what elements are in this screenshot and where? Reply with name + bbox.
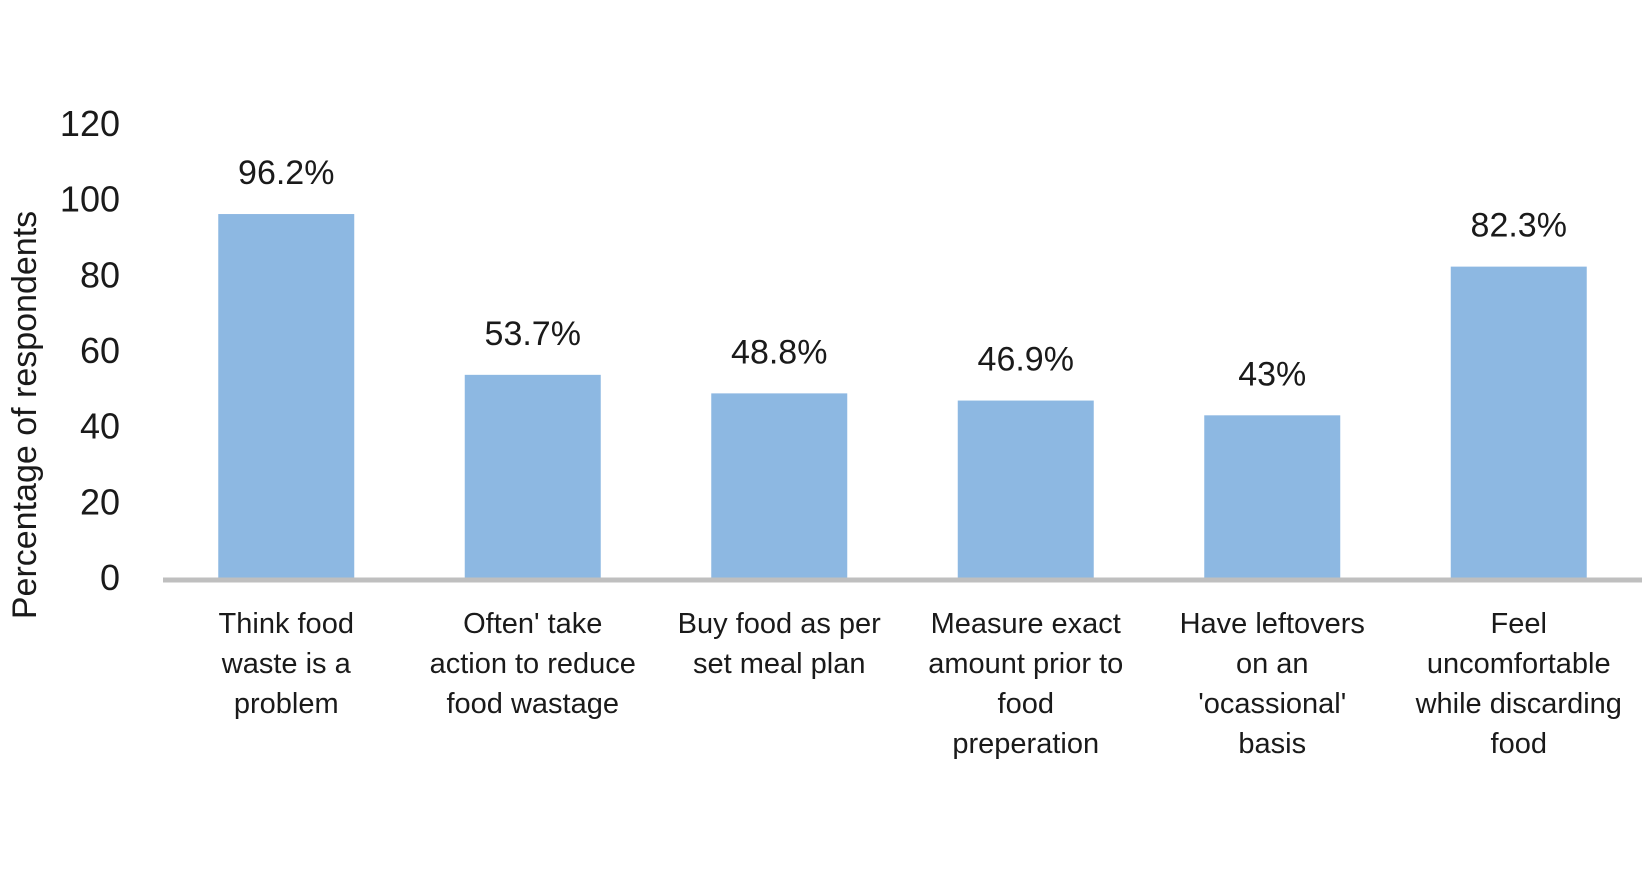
x-tick-label-line: food xyxy=(998,688,1054,720)
y-tick-label: 60 xyxy=(80,330,120,371)
data-label: 96.2% xyxy=(238,154,334,192)
x-tick-label-line: basis xyxy=(1238,728,1306,760)
x-tick-label-line: food wastage xyxy=(446,688,619,720)
x-tick-label-line: Feel xyxy=(1491,608,1547,640)
y-tick-label: 120 xyxy=(60,103,120,144)
data-label: 46.9% xyxy=(978,341,1074,379)
bar xyxy=(464,374,601,578)
x-tick-label: Buy food as per set meal plan xyxy=(678,608,881,680)
x-tick-label-line: Think food xyxy=(219,608,354,640)
x-tick-label: Feel uncomfortable while discarding food xyxy=(1415,608,1622,760)
bar xyxy=(218,214,355,578)
bar xyxy=(957,400,1094,578)
bar xyxy=(1204,415,1341,578)
y-tick-label: 0 xyxy=(100,557,120,598)
x-tick-label-line: food xyxy=(1491,728,1547,760)
y-tick-label: 80 xyxy=(80,254,120,295)
bar xyxy=(711,393,848,578)
x-tick-label-line: amount prior to xyxy=(928,648,1123,680)
y-axis-label: Percentage of respondents xyxy=(6,211,44,619)
x-tick-label-line: preperation xyxy=(952,728,1099,760)
data-label: 43% xyxy=(1238,355,1306,393)
x-tick-label-line: action to reduce xyxy=(430,648,636,680)
x-tick-label: Think food waste is a problem xyxy=(219,608,354,720)
x-tick-label-line: 'ocassional' xyxy=(1198,688,1346,720)
x-tick-label-line: Buy food as per xyxy=(678,608,881,640)
x-tick-label-line: while discarding xyxy=(1415,688,1622,720)
x-tick-label: Often' take action to reduce food wastage xyxy=(430,608,636,720)
x-tick-label-line: problem xyxy=(234,688,339,720)
x-tick-label-line: uncomfortable xyxy=(1427,648,1611,680)
bar xyxy=(1450,266,1587,578)
x-tick-label-line: on an xyxy=(1236,648,1309,680)
x-tick-label-line: waste is a xyxy=(221,648,352,680)
x-tick-label-line: Have leftovers xyxy=(1180,608,1365,640)
y-tick-label: 100 xyxy=(60,179,120,220)
y-tick-label: 40 xyxy=(80,406,120,447)
y-tick-label: 20 xyxy=(80,481,120,522)
x-tick-label-line: Measure exact xyxy=(931,608,1121,640)
x-tick-label-line: set meal plan xyxy=(693,648,866,680)
data-label: 82.3% xyxy=(1471,207,1567,245)
x-tick-label-line: Often' take xyxy=(463,608,602,640)
data-label: 48.8% xyxy=(731,333,827,371)
x-tick-label: Measure exact amount prior to food preperat… xyxy=(928,608,1123,760)
data-label: 53.7% xyxy=(485,315,581,353)
x-tick-label: Have leftovers on an 'ocassional' basis xyxy=(1180,608,1365,760)
